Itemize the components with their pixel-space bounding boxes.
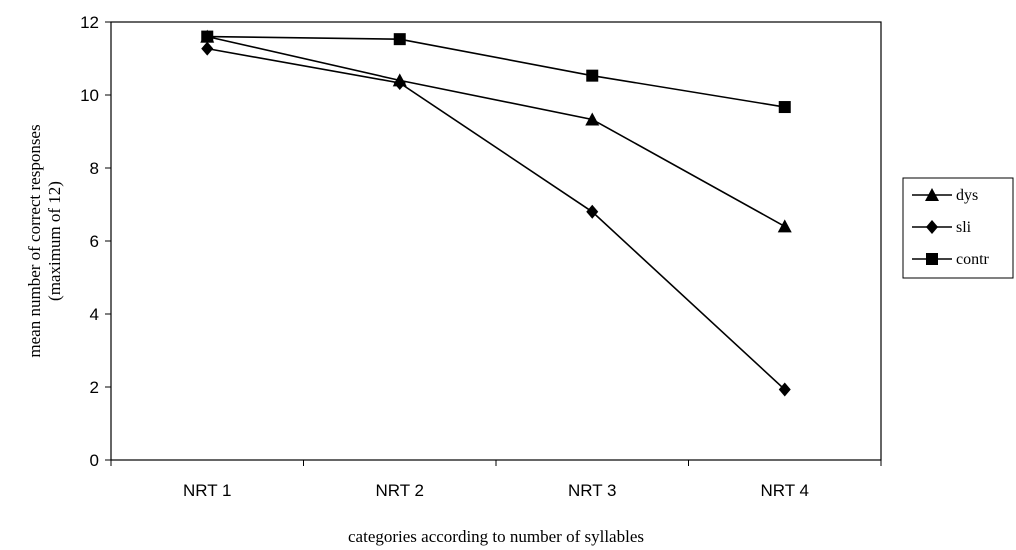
- data-point-contr: [393, 33, 406, 46]
- data-point-sli: [586, 204, 599, 219]
- data-point-sli: [393, 75, 406, 90]
- y-tick-label: 6: [90, 232, 99, 251]
- data-point-sli: [778, 382, 791, 397]
- legend-label-sli: sli: [956, 219, 972, 236]
- data-point-sli: [201, 41, 214, 56]
- data-point-contr: [778, 101, 791, 114]
- data-point-contr: [201, 30, 214, 43]
- series-markers: [200, 29, 792, 397]
- series-line-dys: [207, 35, 786, 228]
- x-axis: NRT 1 NRT 2 NRT 3 NRT 4: [110, 460, 882, 500]
- legend-marker-contr: [926, 253, 938, 265]
- y-tick-label: 2: [90, 378, 99, 397]
- series-line-sli: [207, 47, 786, 391]
- x-tick-label: NRT 2: [375, 481, 424, 500]
- legend-label-dys: dys: [956, 187, 978, 204]
- legend-items: dys sli contr: [912, 187, 990, 268]
- y-axis-title-line1: mean number of correct responses: [25, 124, 44, 357]
- y-axis: 0 2 4 6 8 10 12: [80, 13, 111, 470]
- legend-marker-sli: [926, 220, 938, 234]
- plot-area-frame: [110, 21, 882, 461]
- data-point-dys: [585, 112, 600, 126]
- x-axis-title: categories according to number of syllab…: [348, 527, 644, 546]
- x-tick-label: NRT 3: [568, 481, 617, 500]
- data-point-dys: [777, 219, 792, 233]
- y-tick-label: 10: [80, 86, 99, 105]
- legend-marker-dys: [925, 188, 939, 201]
- y-tick-label: 12: [80, 13, 99, 32]
- x-tick-label: NRT 4: [760, 481, 809, 500]
- y-tick-label: 0: [90, 451, 99, 470]
- y-tick-label: 4: [90, 305, 99, 324]
- x-tick-label: NRT 1: [183, 481, 232, 500]
- legend-label-contr: contr: [956, 251, 990, 268]
- y-tick-label: 8: [90, 159, 99, 178]
- y-axis-title-line2: (maximum of 12): [45, 181, 64, 301]
- series-line-contr: [207, 35, 785, 108]
- legend: dys sli contr: [902, 177, 1014, 279]
- series-lines: [207, 35, 786, 391]
- data-point-contr: [586, 69, 599, 82]
